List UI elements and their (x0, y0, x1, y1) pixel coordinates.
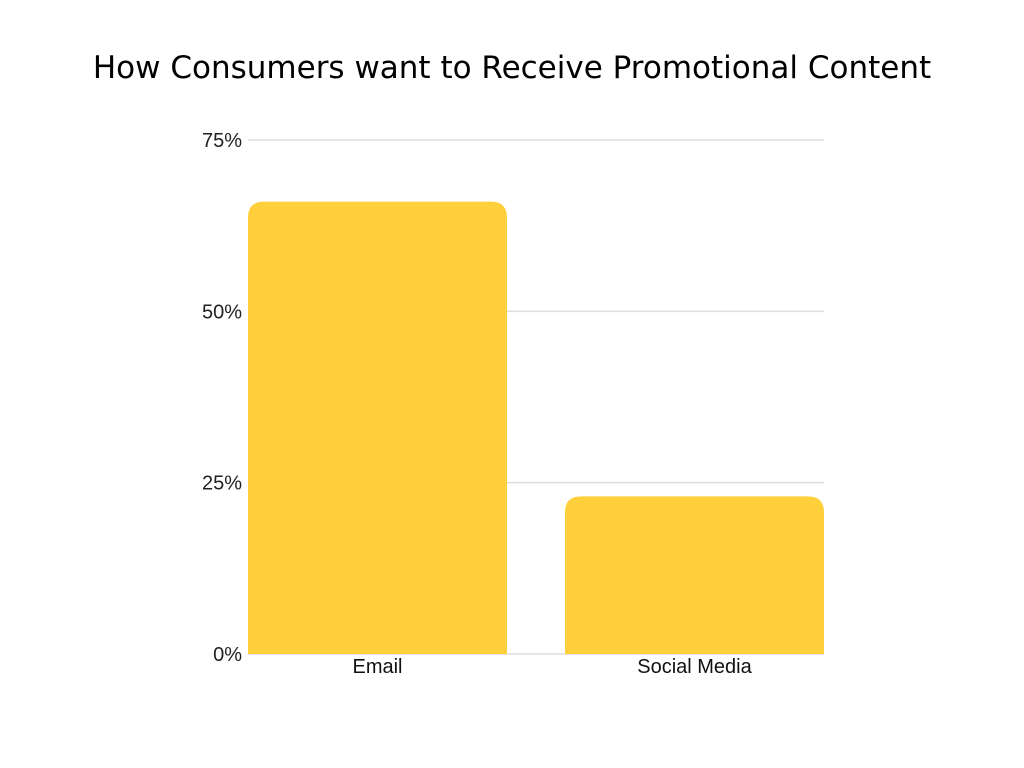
y-tick-label: 75% (202, 130, 242, 152)
y-axis-ticks: 0% 25% 50% 75% (202, 130, 242, 666)
x-axis-categories: Email Social Media (352, 656, 752, 678)
y-tick-label: 50% (202, 301, 242, 323)
chart-title: How Consumers want to Receive Promotiona… (92, 50, 932, 86)
y-tick-label: 25% (202, 473, 242, 495)
x-category-label: Email (352, 656, 402, 678)
x-category-label: Social Media (637, 656, 752, 678)
bars (248, 201, 824, 654)
bar-social-media (565, 496, 824, 654)
bar-email (248, 201, 507, 654)
y-tick-label: 0% (213, 644, 242, 666)
